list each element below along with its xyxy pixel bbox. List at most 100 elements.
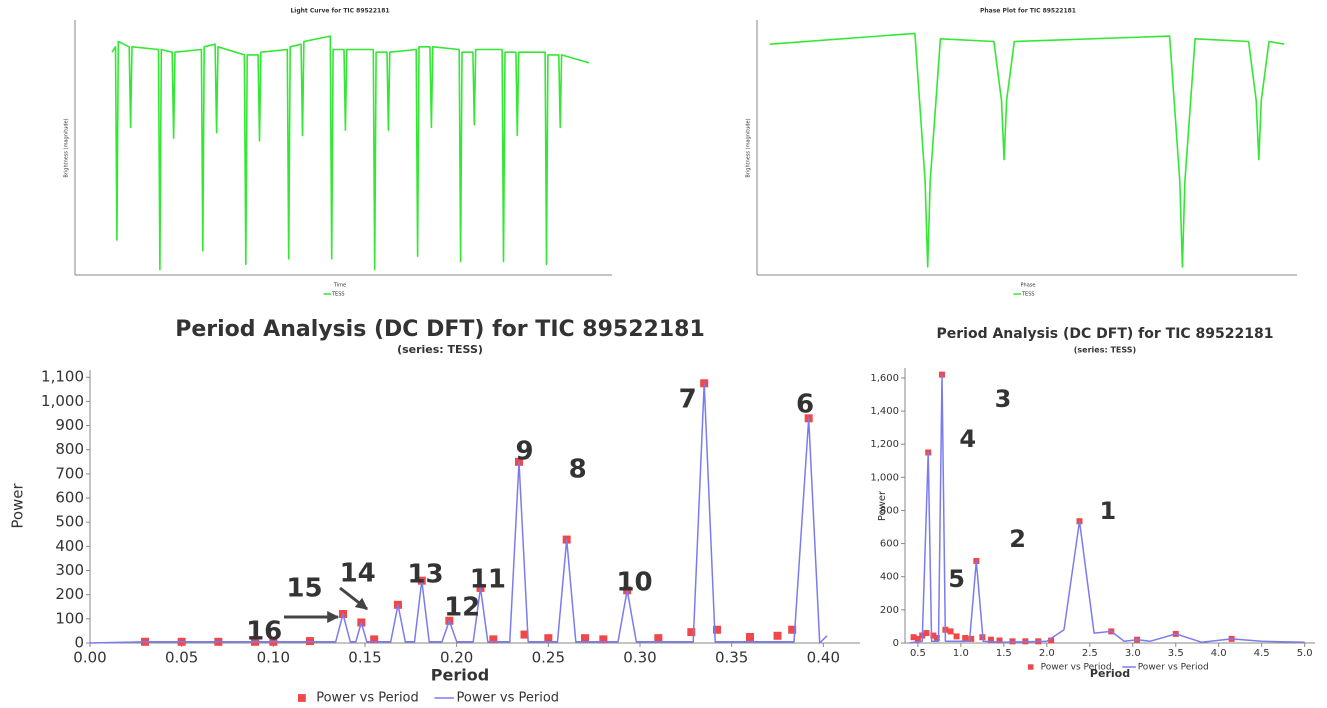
point [1048, 637, 1055, 644]
x-tick-label: 1.0 [953, 648, 969, 659]
y-axis-label: Brightness (magnitude) [64, 118, 70, 177]
point [544, 634, 553, 643]
annotation: 2 [1009, 525, 1026, 553]
point [489, 635, 498, 644]
point [773, 631, 782, 640]
annotation: 7 [679, 384, 697, 414]
x-tick-label: 0.40 [807, 649, 840, 667]
legend-label: Power vs Period [316, 691, 419, 706]
x-axis-label: Period [1090, 667, 1130, 680]
annotation: 12 [444, 592, 480, 622]
x-tick-label: 4.0 [1211, 648, 1227, 659]
point [910, 634, 917, 641]
line [909, 373, 1305, 644]
y-tick-label: 1,000 [870, 472, 899, 483]
point [599, 635, 608, 644]
chart-title: Period Analysis (DC DFT) for TIC 8952218… [937, 326, 1274, 342]
legend-label: Power vs Period [1138, 663, 1209, 673]
y-tick-label: 500 [55, 513, 84, 531]
chart-title: Phase Plot for TIC 89522181 [980, 8, 1076, 15]
y-tick-label: 100 [55, 609, 84, 627]
x-tick-label: 0.05 [165, 649, 198, 667]
annotation: 15 [286, 573, 322, 603]
chart-subtitle: (series: TESS) [1074, 346, 1136, 355]
y-tick-label: 900 [55, 416, 84, 434]
x-axis-label: Time [333, 283, 346, 289]
x-tick-label: 0.35 [715, 649, 748, 667]
point [581, 634, 589, 643]
line [111, 35, 590, 271]
annotation: 13 [407, 560, 443, 590]
x-tick-label: 2.0 [1039, 648, 1055, 659]
y-tick-label: 0 [893, 638, 899, 649]
annotation: 3 [995, 385, 1012, 413]
x-axis-label: Phase [1021, 283, 1036, 289]
point [933, 635, 940, 642]
x-tick-label: 3.0 [1125, 648, 1141, 659]
x-tick-label: 1.5 [996, 648, 1012, 659]
chart-subtitle: (series: TESS) [397, 343, 483, 356]
y-tick-label: 1,600 [870, 373, 899, 384]
legend-label: Power vs Period [1041, 663, 1112, 673]
y-tick-label: 1,200 [870, 439, 899, 450]
y-tick-label: 200 [880, 605, 899, 616]
point [914, 635, 921, 642]
y-tick-label: 600 [880, 539, 899, 550]
legend-label: Power vs Period [456, 691, 559, 706]
y-axis-label: Brightness (magnitude) [746, 118, 752, 177]
point [987, 636, 994, 643]
y-axis-label: Power [877, 490, 888, 521]
line [89, 382, 828, 644]
point [520, 630, 529, 639]
annotation: 14 [340, 558, 376, 588]
point [930, 632, 937, 639]
point [370, 635, 379, 644]
y-tick-label: 800 [55, 440, 84, 458]
x-tick-label: 0.20 [440, 649, 473, 667]
x-tick-label: 4.5 [1254, 648, 1270, 659]
point [996, 637, 1003, 644]
annotation: 5 [948, 565, 965, 593]
x-tick-label: 5.0 [1297, 648, 1313, 659]
point [962, 635, 969, 642]
y-tick-label: 0 [74, 634, 84, 652]
annotation: 1 [1099, 497, 1116, 525]
y-tick-label: 700 [55, 464, 84, 482]
x-tick-label: 0.10 [257, 649, 290, 667]
legend-swatch [1028, 664, 1034, 670]
legend-label: TESS [331, 292, 345, 298]
y-tick-label: 600 [55, 489, 84, 507]
legend-swatch [298, 694, 306, 702]
y-tick-label: 300 [55, 561, 84, 579]
chart-title: Light Curve for TIC 89522181 [290, 8, 389, 15]
x-tick-label: 2.5 [1082, 648, 1098, 659]
annotation: 16 [246, 616, 282, 646]
y-tick-label: 1,000 [41, 392, 84, 410]
arrow [339, 586, 368, 611]
annotation: 9 [515, 437, 533, 467]
legend-label: TESS [1021, 292, 1035, 298]
y-tick-label: 400 [55, 537, 84, 555]
y-tick-label: 1,100 [41, 368, 84, 386]
annotation: 11 [470, 564, 506, 594]
point [968, 635, 975, 642]
x-tick-label: 3.5 [1168, 648, 1184, 659]
y-tick-label: 800 [880, 505, 899, 516]
y-tick-label: 400 [880, 572, 899, 583]
x-tick-label: 0.30 [623, 649, 656, 667]
point [953, 633, 960, 640]
x-axis-label: Period [431, 666, 489, 685]
line [769, 32, 1285, 268]
point [788, 625, 797, 634]
point [947, 628, 954, 635]
y-axis-label: Power [9, 482, 27, 528]
x-tick-label: 0.15 [348, 649, 381, 667]
point [746, 632, 754, 641]
y-tick-label: 1,400 [870, 406, 899, 417]
annotation: 4 [959, 425, 976, 453]
y-tick-label: 200 [55, 585, 84, 603]
annotation: 8 [569, 455, 587, 485]
chart-title: Period Analysis (DC DFT) for TIC 8952218… [175, 317, 705, 342]
point [923, 630, 930, 637]
